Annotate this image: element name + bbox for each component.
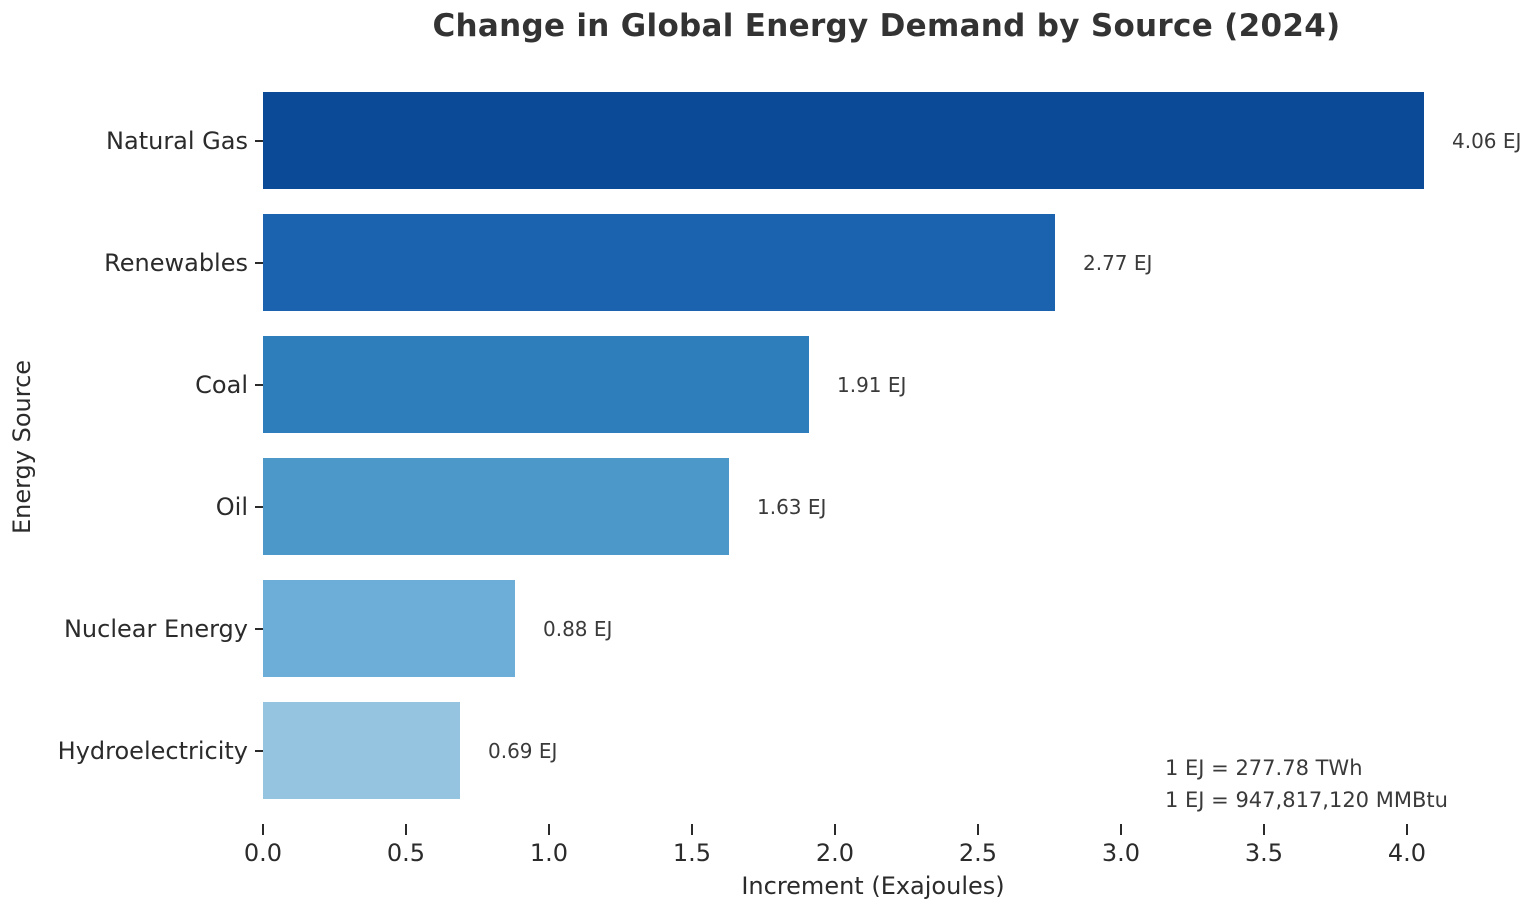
x-tick-mark <box>548 824 550 835</box>
bar-renewables <box>263 214 1055 311</box>
x-tick-label: 2.0 <box>815 839 855 867</box>
y-tick-mark <box>255 261 263 264</box>
x-tick-mark <box>1263 824 1265 835</box>
bar-value-label: 2.77 EJ <box>1083 250 1153 275</box>
bar-value-label: 0.88 EJ <box>543 616 613 641</box>
annotation-line-mmbtu: 1 EJ = 947,817,120 MMBtu <box>1165 788 1448 812</box>
x-tick-label: 0.5 <box>386 839 426 867</box>
bar-value-label: 1.91 EJ <box>837 372 907 397</box>
y-tick-mark <box>255 749 263 752</box>
y-tick-mark <box>255 505 263 508</box>
bar-nuclear-energy <box>263 580 515 677</box>
x-tick-mark <box>1406 824 1408 835</box>
x-tick-mark <box>405 824 407 835</box>
bar-value-label: 0.69 EJ <box>488 738 558 763</box>
y-tick-label: Natural Gas <box>106 126 248 155</box>
x-tick-label: 4.0 <box>1387 839 1427 867</box>
x-tick-mark <box>977 824 979 835</box>
x-tick-label: 1.0 <box>529 839 569 867</box>
x-tick-mark <box>691 824 693 835</box>
bar-coal <box>263 336 809 433</box>
y-tick-mark <box>255 139 263 142</box>
bar-value-label: 1.63 EJ <box>757 494 827 519</box>
x-tick-label: 2.5 <box>958 839 998 867</box>
bar-value-label: 4.06 EJ <box>1452 128 1522 153</box>
y-tick-label: Hydroelectricity <box>57 736 248 765</box>
x-tick-label: 3.5 <box>1244 839 1284 867</box>
bar-natural-gas <box>263 92 1424 189</box>
x-axis-label: Increment (Exajoules) <box>741 872 1005 900</box>
x-tick-label: 1.5 <box>672 839 712 867</box>
y-tick-mark <box>255 627 263 630</box>
conversion-annotation: 1 EJ = 277.78 TWh 1 EJ = 947,817,120 MMB… <box>1165 752 1448 816</box>
chart-title: Change in Global Energy Demand by Source… <box>432 8 1341 44</box>
x-tick-mark <box>1120 824 1122 835</box>
bar-oil <box>263 458 729 555</box>
annotation-line-twh: 1 EJ = 277.78 TWh <box>1165 756 1363 780</box>
x-tick-label: 3.0 <box>1101 839 1141 867</box>
y-tick-label: Oil <box>215 492 248 521</box>
y-tick-label: Renewables <box>104 248 248 277</box>
y-tick-label: Nuclear Energy <box>63 614 248 643</box>
x-tick-label: 0.0 <box>243 839 283 867</box>
y-tick-mark <box>255 383 263 386</box>
x-tick-mark <box>834 824 836 835</box>
y-tick-label: Coal <box>195 370 248 399</box>
bar-hydroelectricity <box>263 702 460 799</box>
x-tick-mark <box>262 824 264 835</box>
